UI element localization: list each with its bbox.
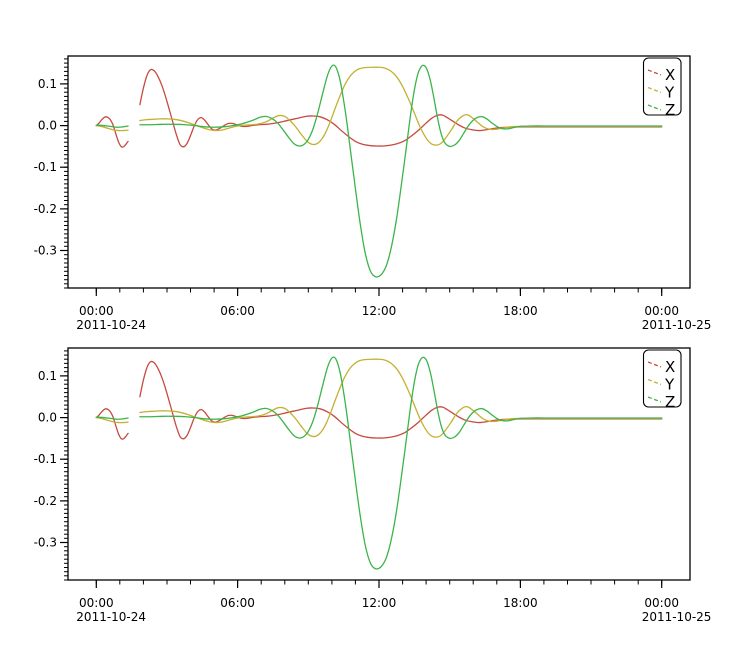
series-Y-line bbox=[95, 66, 663, 146]
series-X-line bbox=[95, 360, 663, 440]
legend-box bbox=[642, 57, 682, 116]
x-tick-label: 18:00 bbox=[503, 304, 538, 318]
legend-sample-X bbox=[647, 69, 662, 76]
x-date-label: 2011-10-24 bbox=[76, 610, 146, 624]
x-tick-label: 12:00 bbox=[362, 596, 397, 610]
x-tick-label: 12:00 bbox=[362, 304, 397, 318]
x-tick-label: 00:00 bbox=[79, 304, 114, 318]
y-tick-label: 0.0 bbox=[38, 119, 57, 133]
legend-sample-Y bbox=[647, 378, 662, 386]
y-tick-label: 0.1 bbox=[38, 369, 57, 383]
y-minor-ticks bbox=[64, 58, 68, 289]
plot-frame bbox=[67, 347, 691, 581]
series-Y-line bbox=[95, 358, 663, 438]
x-date-label: 2011-10-25 bbox=[642, 610, 712, 624]
legend-box bbox=[642, 349, 682, 408]
legend-sample-Z bbox=[647, 396, 662, 403]
legend-label-Z: Z bbox=[665, 101, 675, 119]
legend-label-Z: Z bbox=[665, 393, 675, 411]
legend-label-X: X bbox=[665, 358, 675, 376]
y-tick-label: -0.2 bbox=[34, 202, 57, 216]
legend-sample-Z bbox=[647, 104, 662, 111]
y-tick-label: -0.1 bbox=[34, 160, 57, 174]
y-tick-label: -0.1 bbox=[34, 452, 57, 466]
x-tick-label: 06:00 bbox=[220, 304, 255, 318]
y-tick-label: 0.1 bbox=[38, 77, 57, 91]
series-Z-line bbox=[95, 64, 663, 278]
plot-frame bbox=[67, 55, 691, 289]
x-tick-label: 18:00 bbox=[503, 596, 538, 610]
x-tick-label: 00:00 bbox=[644, 596, 679, 610]
y-tick-label: 0.0 bbox=[38, 411, 57, 425]
series-X-line bbox=[95, 68, 663, 148]
x-tick-label: 00:00 bbox=[79, 596, 114, 610]
x-date-label: 2011-10-25 bbox=[642, 318, 712, 332]
legend-label-Y: Y bbox=[664, 84, 675, 102]
y-tick-label: -0.3 bbox=[34, 244, 57, 258]
legend: XYZ bbox=[642, 349, 682, 411]
legend-label-Y: Y bbox=[664, 376, 675, 394]
y-tick-label: -0.2 bbox=[34, 494, 57, 508]
legend: XYZ bbox=[642, 57, 682, 119]
x-date-label: 2011-10-24 bbox=[76, 318, 146, 332]
legend-sample-X bbox=[647, 361, 662, 368]
legend-label-X: X bbox=[665, 66, 675, 84]
series-Z-line bbox=[95, 356, 663, 570]
x-tick-label: 06:00 bbox=[220, 596, 255, 610]
legend-sample-Y bbox=[647, 86, 662, 94]
y-tick-label: -0.3 bbox=[34, 536, 57, 550]
x-tick-label: 00:00 bbox=[644, 304, 679, 318]
